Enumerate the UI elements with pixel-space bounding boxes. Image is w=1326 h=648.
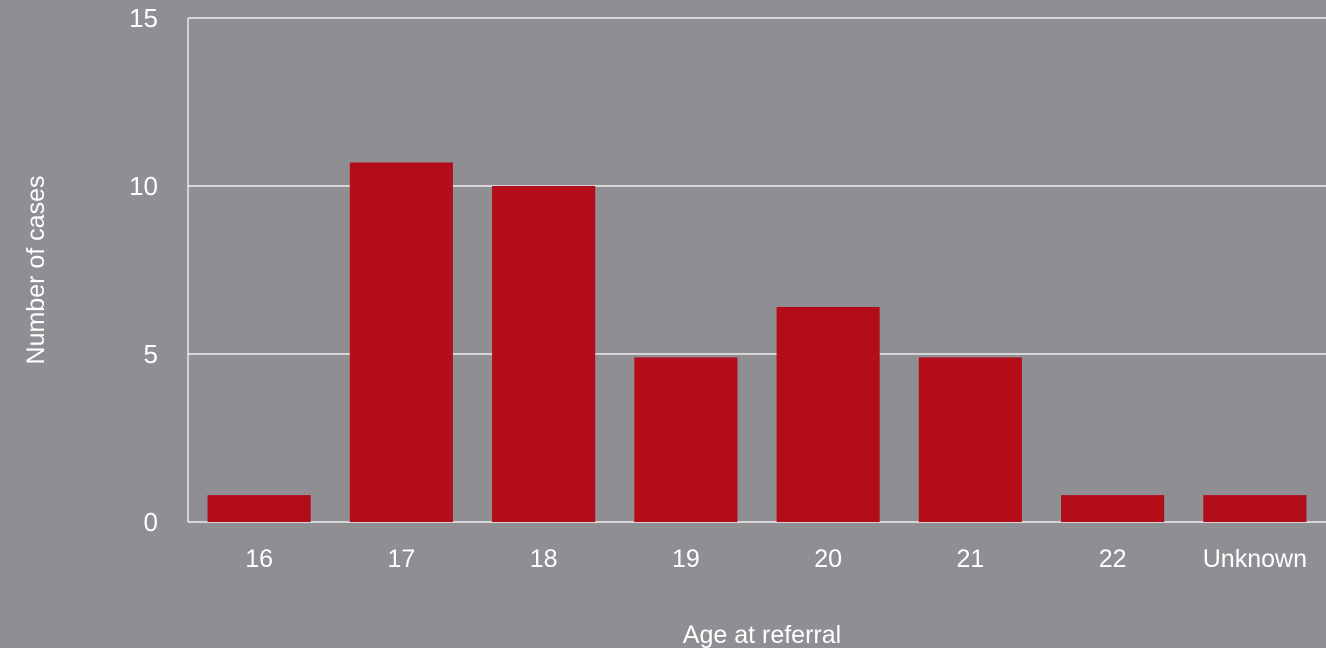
y-tick-label: 15	[129, 3, 158, 33]
x-tick-label: 18	[530, 545, 558, 573]
bar-16	[207, 495, 311, 522]
y-tick-label: 5	[144, 339, 158, 369]
x-tick-label: 22	[1099, 545, 1127, 573]
x-tick-label: 16	[245, 545, 273, 573]
y-axis-title: Number of cases	[22, 176, 50, 365]
bars	[207, 162, 1307, 523]
x-tick-label: 21	[956, 545, 984, 573]
bar-21	[918, 357, 1022, 522]
y-tick-label: 10	[129, 171, 158, 201]
x-tick-label: 19	[672, 545, 700, 573]
bar-17	[349, 162, 453, 523]
x-tick-label: 20	[814, 545, 842, 573]
bar-unknown	[1203, 495, 1307, 522]
x-axis-ticks: 16 17 18 19 20 21 22 Unknown	[245, 545, 1307, 573]
bar-19	[634, 357, 738, 522]
bar-18	[492, 186, 596, 522]
x-tick-label: 17	[387, 545, 415, 573]
x-tick-label: Unknown	[1203, 545, 1307, 573]
x-axis-title: Age at referral	[683, 621, 841, 648]
y-axis-ticks: 0 5 10 15	[129, 3, 158, 537]
bar-22	[1061, 495, 1165, 522]
bar-20	[776, 306, 880, 522]
y-tick-label: 0	[144, 507, 158, 537]
